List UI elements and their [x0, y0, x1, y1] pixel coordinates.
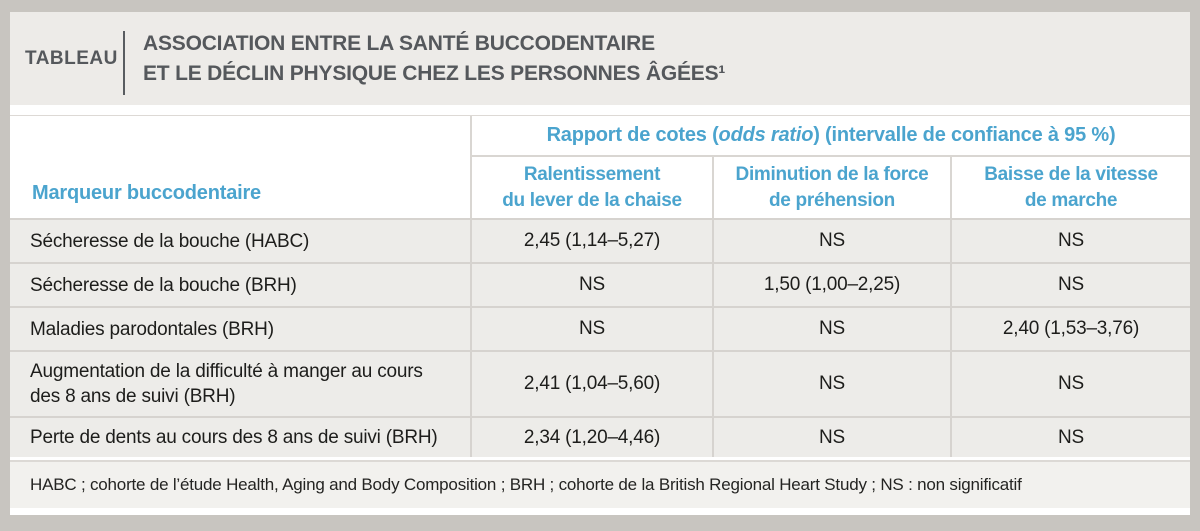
- footnote-text: HABC ; cohorte de l’étude Health, Aging …: [30, 475, 1022, 494]
- table-title-line2: ET LE DÉCLIN PHYSIQUE CHEZ LES PERSONNES…: [143, 62, 726, 85]
- table-row: Maladies parodontales (BRH) NS NS 2,40 (…: [10, 306, 1190, 350]
- cell-value: 2,41 (1,04–5,60): [470, 352, 712, 416]
- table-body: Sécheresse de la bouche (HABC) 2,45 (1,1…: [10, 218, 1190, 457]
- column-header-marqueur-buccodentaire: Marqueur buccodentaire: [10, 116, 470, 218]
- table-header: Marqueur buccodentaire Rapport de cotes …: [10, 115, 1190, 218]
- table-title: ASSOCIATION ENTRE LA SANTÉ BUCCODENTAIRE…: [143, 29, 725, 89]
- group-header-italic: odds ratio: [718, 124, 814, 146]
- column-header-force-de-prehension: Diminution de la force de préhension: [712, 157, 950, 218]
- cell-value: NS: [950, 352, 1190, 416]
- cell-value: 2,40 (1,53–3,76): [950, 308, 1190, 350]
- figure-background: TABLEAU ASSOCIATION ENTRE LA SANTÉ BUCCO…: [10, 12, 1190, 515]
- column-header-vitesse-de-marche: Baisse de la vitesse de marche: [950, 157, 1190, 218]
- cell-value: NS: [470, 308, 712, 350]
- row-label: Augmentation de la difficulté à manger a…: [30, 361, 423, 407]
- cell-value: NS: [470, 264, 712, 306]
- table-footnote: HABC ; cohorte de l’étude Health, Aging …: [10, 460, 1190, 508]
- table-row: Augmentation de la difficulté à manger a…: [10, 350, 1190, 416]
- cell-value: NS: [712, 352, 950, 416]
- cell-value: NS: [950, 264, 1190, 306]
- cell-value: NS: [712, 220, 950, 262]
- row-label: Sécheresse de la bouche (BRH): [30, 274, 297, 296]
- table-row: Perte de dents au cours des 8 ans de sui…: [10, 416, 1190, 457]
- cell-value: 1,50 (1,00–2,25): [712, 264, 950, 306]
- table-title-band: TABLEAU ASSOCIATION ENTRE LA SANTÉ BUCCO…: [10, 12, 1190, 105]
- group-header-suffix: ) (intervalle de confiance à 95 %): [813, 124, 1116, 146]
- row-label: Maladies parodontales (BRH): [30, 318, 274, 340]
- row-header-label: Marqueur buccodentaire: [32, 182, 261, 204]
- table-row: Sécheresse de la bouche (BRH) NS 1,50 (1…: [10, 262, 1190, 306]
- cell-value: NS: [712, 308, 950, 350]
- cell-value: NS: [950, 220, 1190, 262]
- group-header-prefix: Rapport de cotes (: [546, 124, 719, 146]
- cell-value: 2,45 (1,14–5,27): [470, 220, 712, 262]
- cell-value: NS: [712, 418, 950, 457]
- table-title-line1: ASSOCIATION ENTRE LA SANTÉ BUCCODENTAIRE: [143, 32, 655, 55]
- cell-value: 2,34 (1,20–4,46): [470, 418, 712, 457]
- row-label: Sécheresse de la bouche (HABC): [30, 230, 310, 252]
- table-row: Sécheresse de la bouche (HABC) 2,45 (1,1…: [10, 218, 1190, 262]
- column-group-header-odds-ratio: Rapport de cotes (odds ratio) (intervall…: [470, 116, 1190, 157]
- title-divider-rule: [123, 31, 125, 95]
- row-label: Perte de dents au cours des 8 ans de sui…: [30, 427, 438, 448]
- column-header-lever-de-la-chaise: Ralentissement du lever de la chaise: [470, 157, 712, 218]
- tableau-kicker: TABLEAU: [25, 48, 118, 69]
- cell-value: NS: [950, 418, 1190, 457]
